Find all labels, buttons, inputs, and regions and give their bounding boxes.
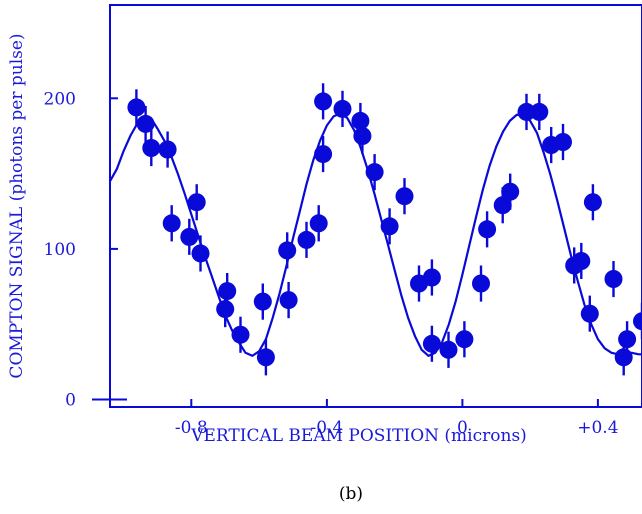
point-marker — [218, 282, 237, 301]
point-marker — [439, 340, 458, 359]
data-point — [191, 235, 210, 272]
point-marker — [351, 111, 370, 130]
point-marker — [279, 291, 298, 310]
data-point — [517, 93, 536, 130]
data-point — [218, 273, 237, 310]
point-marker — [253, 292, 272, 311]
data-point — [353, 117, 372, 155]
data-point — [309, 205, 328, 242]
data-point — [478, 211, 497, 248]
point-marker — [580, 304, 599, 323]
data-point — [580, 295, 599, 332]
point-marker — [309, 214, 328, 233]
point-marker — [517, 102, 536, 121]
point-marker — [614, 348, 633, 367]
data-points — [127, 83, 642, 376]
data-point — [618, 321, 637, 358]
data-point — [455, 321, 474, 358]
point-marker — [314, 145, 333, 164]
y-tick-label: 100 — [44, 240, 76, 260]
x-axis-title: VERTICAL BEAM POSITION (microns) — [190, 426, 527, 446]
data-point — [158, 131, 177, 168]
data-point — [583, 184, 602, 221]
point-marker — [256, 348, 275, 367]
point-marker — [455, 330, 474, 349]
point-marker — [297, 230, 316, 249]
point-marker — [380, 217, 399, 236]
x-tick-label: -0.4 — [311, 418, 344, 438]
point-marker — [333, 99, 352, 118]
point-marker — [395, 187, 414, 206]
point-marker — [478, 220, 497, 239]
data-point — [604, 261, 623, 298]
point-marker — [422, 334, 441, 353]
tick-marks — [92, 97, 599, 407]
point-marker — [162, 214, 181, 233]
data-point — [314, 136, 333, 173]
point-marker — [142, 139, 161, 157]
data-point — [142, 130, 161, 167]
point-marker — [530, 102, 549, 121]
figure-caption: (b) — [339, 484, 363, 504]
data-point — [278, 232, 297, 269]
x-tick-label: 0 — [457, 418, 468, 438]
data-point — [572, 242, 591, 279]
x-tick-labels: -0.8 -0.4 0 +0.4 — [175, 418, 619, 438]
point-marker — [572, 252, 591, 270]
point-marker — [353, 127, 372, 145]
x-tick-label: +0.4 — [577, 418, 618, 438]
point-marker — [191, 244, 210, 263]
data-point — [380, 208, 399, 245]
data-point — [253, 283, 272, 320]
data-point — [633, 303, 642, 340]
point-marker — [216, 300, 235, 319]
y-tick-label: 0 — [65, 391, 76, 411]
data-point — [187, 184, 206, 221]
point-marker — [314, 92, 333, 111]
data-point — [127, 89, 146, 126]
data-point — [333, 90, 352, 127]
fit-curve — [109, 112, 642, 358]
data-point — [314, 83, 333, 120]
data-point — [279, 282, 298, 319]
point-marker — [187, 193, 206, 212]
point-marker — [365, 163, 384, 182]
point-marker — [493, 196, 512, 215]
data-point — [554, 123, 572, 161]
point-marker — [278, 241, 297, 260]
y-axis-title: COMPTON SIGNAL (photons per pulse) — [7, 33, 27, 378]
point-marker — [136, 114, 155, 133]
point-marker — [618, 330, 637, 349]
point-marker — [472, 274, 490, 293]
data-point — [530, 93, 549, 130]
point-marker — [633, 312, 642, 331]
point-marker — [158, 140, 177, 159]
data-point — [422, 259, 441, 296]
y-tick-label: 200 — [44, 89, 76, 109]
y-tick-labels: 0 100 200 — [44, 89, 76, 410]
point-marker — [583, 193, 602, 212]
data-point — [136, 105, 155, 142]
data-point — [256, 339, 275, 376]
data-point — [472, 265, 490, 302]
point-marker — [604, 270, 623, 288]
data-point — [439, 331, 458, 368]
x-tick-label: -0.8 — [175, 418, 208, 438]
data-point — [297, 221, 316, 258]
plot-frame — [109, 4, 642, 408]
data-point — [422, 325, 441, 362]
point-marker — [422, 268, 441, 287]
data-point — [180, 218, 199, 255]
data-point — [395, 178, 414, 215]
point-marker — [180, 227, 199, 246]
point-marker — [127, 98, 146, 117]
point-marker — [501, 182, 520, 201]
point-marker — [231, 325, 250, 344]
point-marker — [554, 133, 572, 151]
data-point — [231, 316, 250, 353]
data-point — [162, 205, 181, 242]
data-point — [365, 154, 384, 191]
data-point — [501, 173, 520, 210]
